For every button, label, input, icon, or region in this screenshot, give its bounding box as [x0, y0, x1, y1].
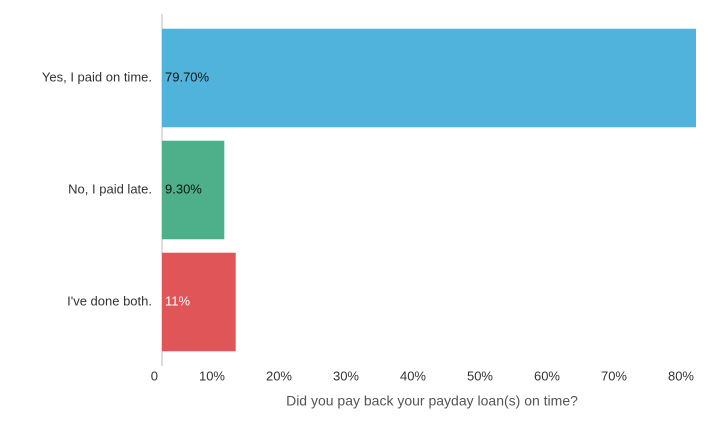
y-tick-label: I've done both.	[67, 293, 152, 308]
x-tick-label: 60%	[534, 368, 560, 383]
x-tick-label: 70%	[601, 368, 627, 383]
x-tick-label: 0	[151, 368, 158, 383]
bar	[162, 140, 225, 240]
x-tick-label: 40%	[400, 368, 426, 383]
bar	[162, 28, 696, 128]
x-tick-label: 10%	[199, 368, 225, 383]
x-tick-label: 30%	[333, 368, 359, 383]
value-label: 9.30%	[165, 181, 202, 196]
y-tick-label: Yes, I paid on time.	[42, 69, 152, 84]
x-tick-label: 50%	[467, 368, 493, 383]
y-tick-label: No, I paid late.	[68, 181, 152, 196]
value-label: 79.70%	[165, 69, 210, 84]
bar	[162, 252, 236, 352]
x-tick-label: 20%	[266, 368, 292, 383]
x-tick-label: 80%	[668, 368, 694, 383]
value-label: 11%	[165, 293, 190, 308]
x-axis-title: Did you pay back your payday loan(s) on …	[286, 393, 578, 409]
